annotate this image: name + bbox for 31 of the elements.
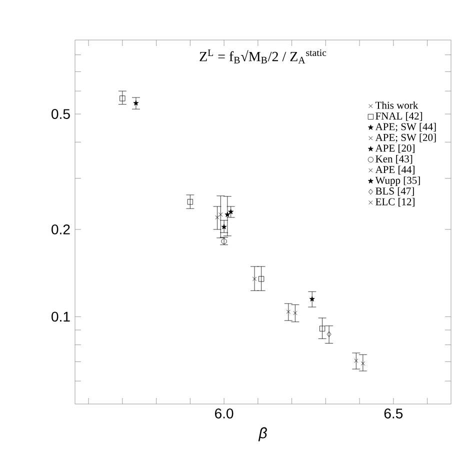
point: [293, 310, 298, 316]
legend-label: This work: [375, 101, 418, 109]
legend-label: BLS [47]: [376, 187, 414, 196]
point: [326, 331, 332, 338]
point: [354, 358, 358, 363]
legend-label: ELC [12]: [376, 198, 414, 207]
point: [319, 326, 326, 332]
x-axis-title: β: [258, 427, 267, 442]
x-tick-label: 6.0: [215, 408, 234, 418]
legend-label: APE; SW [44]: [375, 122, 436, 132]
point: [120, 96, 126, 102]
legend-label: Wupp [35]: [375, 176, 420, 186]
y-tick-label: 0.2: [52, 224, 70, 234]
point: [221, 224, 227, 230]
legend-label: Ken [43]: [376, 155, 412, 164]
y-tick-label: 0.5: [52, 109, 70, 119]
legend-label: FNAL [42]: [376, 112, 422, 121]
legend-label: APE; SW [20]: [375, 134, 436, 142]
point: [360, 361, 365, 366]
y-tick-label: 0.1: [52, 312, 70, 322]
point: [133, 100, 139, 106]
x-tick-label: 6.5: [384, 408, 403, 418]
point: [187, 199, 193, 205]
point: [258, 276, 264, 282]
point: [228, 209, 234, 214]
point: [252, 276, 257, 281]
chart-title: Z$^{L}$ = f$_{B}$√M$_{B}$/2 / Z$_{A}$static: [200, 49, 326, 64]
point: [309, 296, 315, 302]
legend-label: APE [20]: [375, 144, 414, 154]
point: [286, 310, 290, 314]
legend-label: APE [44]: [375, 166, 414, 174]
